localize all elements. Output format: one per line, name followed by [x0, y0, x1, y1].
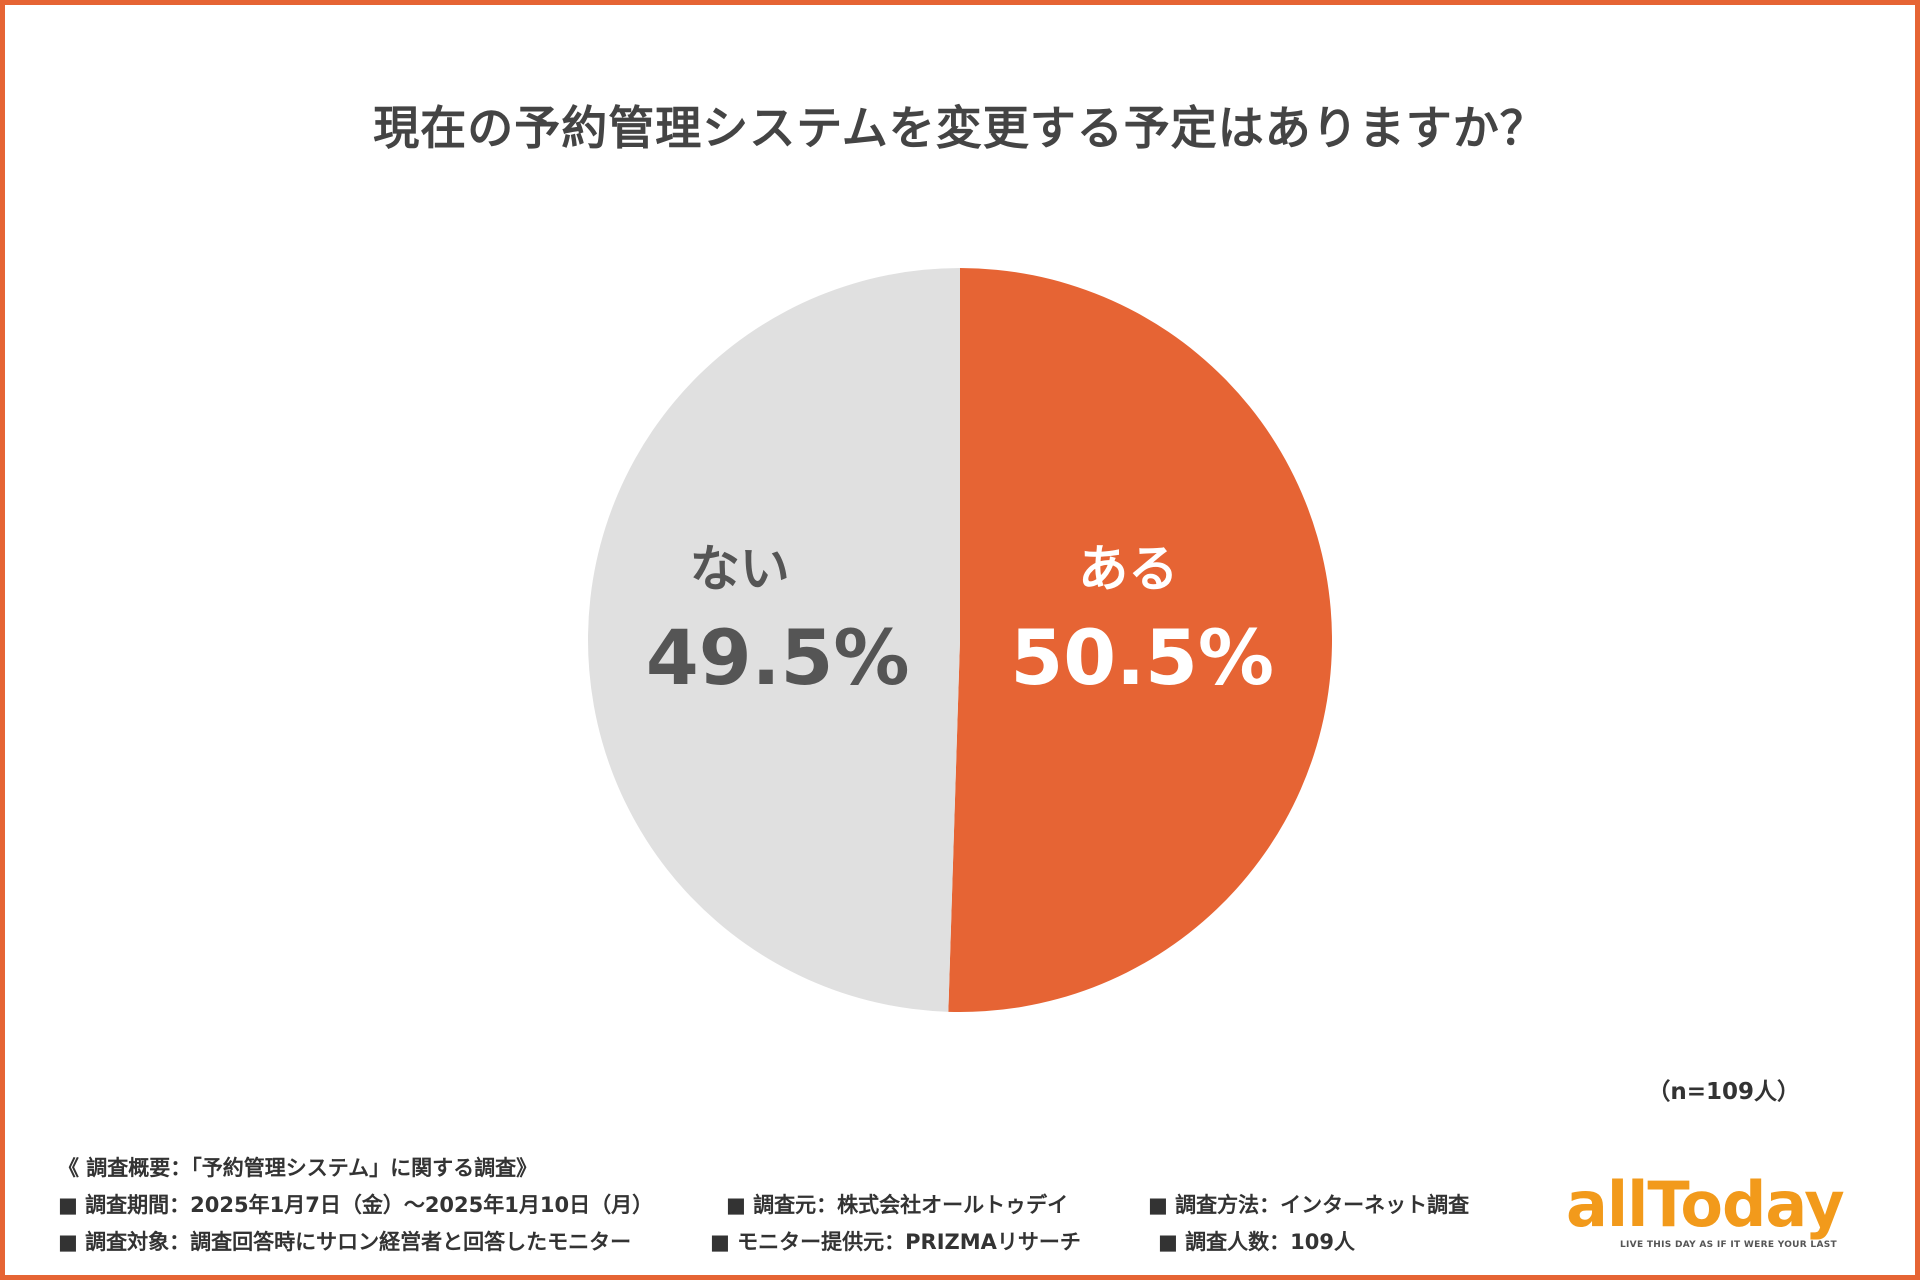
note-target: ■ 調査対象：調査回答時にサロン経営者と回答したモニター: [58, 1230, 632, 1254]
logo-tagline: LIVE THIS DAY AS IF IT WERE YOUR LAST: [1620, 1240, 1837, 1250]
slice-value-nai: 49.5%: [646, 613, 910, 702]
slice-label-nai: ない: [690, 540, 790, 598]
logo-wordmark: allToday: [1566, 1168, 1845, 1241]
sample-size: （n=109人）: [1647, 1079, 1800, 1105]
pie-slice-aru: [948, 268, 1332, 1012]
note-count: ■ 調査人数：109人: [1158, 1230, 1355, 1254]
survey-notes: 《 調査概要：「予約管理システム」に関する調査》 ■ 調査期間：2025年1月7…: [58, 1150, 1538, 1261]
alltoday-logo: allToday LIVE THIS DAY AS IF IT WERE YOU…: [1560, 1168, 1890, 1258]
pie-slice-nai: [587, 268, 960, 1012]
note-method: ■ 調査方法：インターネット調査: [1148, 1193, 1470, 1217]
chart-title: 現在の予約管理システムを変更する予定はありますか？: [373, 101, 1547, 155]
note-source: ■ 調査元：株式会社オールトゥデイ: [726, 1193, 1069, 1217]
note-provider: ■ モニター提供元：PRIZMAリサーチ: [710, 1230, 1081, 1254]
note-period: ■ 調査期間：2025年1月7日（金）～2025年1月10日（月）: [58, 1193, 654, 1217]
slice-value-aru: 50.5%: [1010, 613, 1274, 702]
notes-heading: 《 調査概要：「予約管理システム」に関する調査》: [58, 1156, 538, 1180]
slice-label-aru: ある: [1078, 540, 1178, 598]
